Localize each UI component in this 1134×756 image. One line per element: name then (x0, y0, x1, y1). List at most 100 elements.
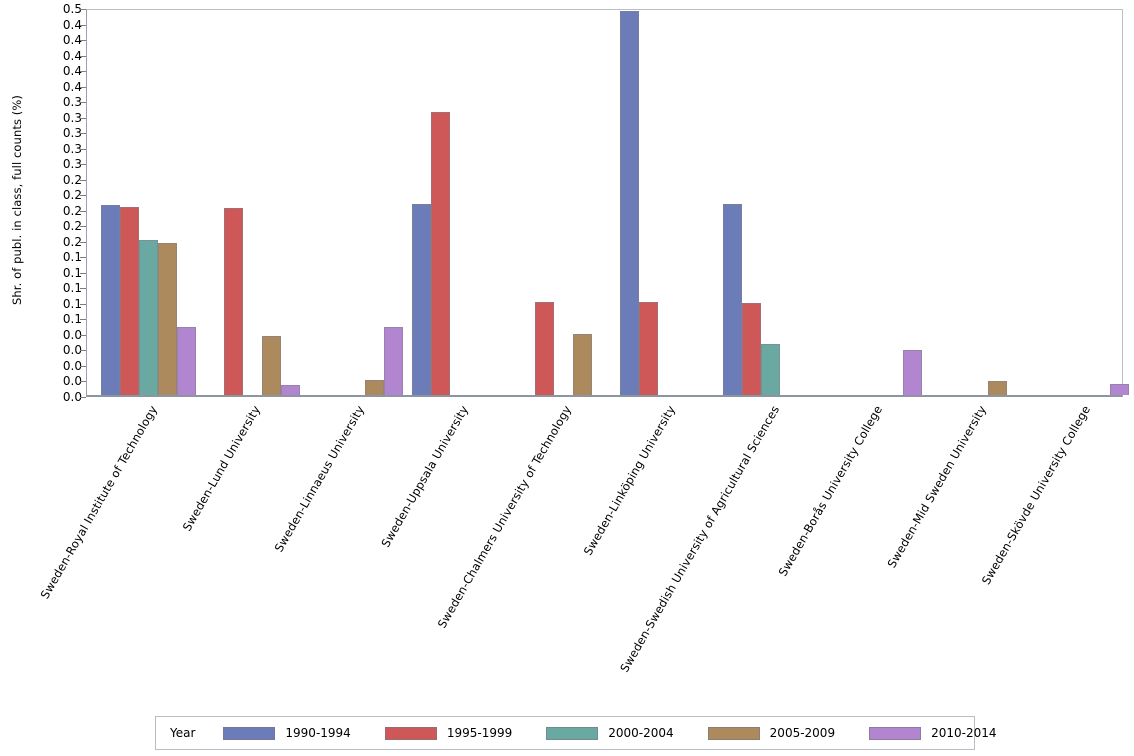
y-axis-tick-mark (80, 381, 86, 383)
y-axis-tick-mark (80, 241, 86, 243)
y-axis-tick-label: 0.3 (62, 110, 82, 125)
y-axis-tick-label: 0.3 (62, 157, 82, 172)
bar (177, 326, 196, 395)
legend-label: 2010-2014 (931, 726, 997, 740)
y-axis-title: Shr. of publ. in class, full counts (%) (2, 0, 32, 400)
y-axis-tick-mark (80, 288, 86, 290)
y-axis-tick-label: 0.2 (62, 234, 82, 249)
x-axis-tick-label: Sweden-Mid Sweden University (884, 403, 990, 571)
y-axis-tick-label: 0.2 (62, 172, 82, 187)
y-axis-tick-mark (80, 102, 86, 104)
y-axis-tick-label: 0.1 (62, 312, 82, 327)
y-axis-tick-label: 0.1 (62, 265, 82, 280)
y-axis-tick-mark (80, 179, 86, 181)
y-axis-tick-mark (80, 133, 86, 135)
y-axis-tick-mark (80, 334, 86, 336)
y-axis-tick-label: 0.1 (62, 296, 82, 311)
y-axis-tick-mark (80, 226, 86, 228)
y-axis-tick-mark (80, 210, 86, 212)
y-axis-tick-label: 0.0 (62, 390, 82, 404)
y-axis-tick-label: 0.4 (62, 33, 82, 48)
bar (158, 242, 177, 395)
bar (280, 384, 300, 395)
bars-layer (87, 10, 1130, 395)
y-axis-tick-label: 0.0 (62, 343, 82, 358)
y-axis-tick-mark (80, 319, 86, 321)
y-axis-tick-label: 0.2 (62, 203, 82, 218)
bar (139, 239, 158, 395)
legend-swatch (384, 726, 437, 740)
y-axis-tick-mark (80, 148, 86, 150)
legend-entry[interactable]: 1995-1999 (384, 726, 513, 740)
legend-entry[interactable]: 2000-2004 (546, 726, 674, 740)
y-axis-tick-mark (80, 397, 86, 398)
y-axis-tick-label: 0.3 (62, 141, 82, 156)
y-axis-tick-labels: 0.5 0.4 0.4 0.4 0.4 0.4 0.3 0.3 0.3 0.3 0.3 0.2 0.2 0… (46, 0, 82, 404)
y-axis-tick-mark (80, 71, 86, 73)
bar (534, 301, 554, 395)
legend-swatch (223, 726, 276, 740)
bar (572, 334, 592, 395)
bar (365, 380, 385, 395)
y-axis-tick-label: 0.0 (62, 327, 82, 342)
bar (384, 326, 404, 395)
legend-label: 1990-1994 (285, 726, 351, 740)
legend-title: Year (170, 726, 196, 740)
x-axis-tick-label: Sweden-Borås University College (776, 403, 886, 579)
y-axis-tick-mark (80, 86, 86, 88)
legend-swatch (869, 726, 922, 740)
y-axis-tick-mark (80, 117, 86, 119)
y-axis-tick-label: 0.4 (62, 64, 82, 79)
x-axis-tick-label: Sweden-Chalmers University of Technology (434, 403, 575, 631)
y-axis-tick-mark (80, 257, 86, 259)
bar (223, 207, 243, 395)
y-axis-tick-mark (80, 24, 86, 26)
legend-swatch (707, 726, 760, 740)
legend-label: 1995-1999 (446, 726, 513, 740)
x-axis-tick-label: Sweden-Skövde University College (978, 403, 1093, 588)
x-axis-tick-label: Sweden-Swedish University of Agricultura… (616, 403, 782, 675)
y-axis-tick-label: 0.1 (62, 250, 82, 265)
y-axis-tick-label: 0.2 (62, 188, 82, 203)
y-axis-tick-mark (80, 272, 86, 274)
y-axis-tick-label: 0.4 (62, 48, 82, 63)
x-axis-tick-label: Sweden-Uppsala University (377, 403, 471, 550)
y-axis-tick-label: 0.1 (62, 281, 82, 296)
y-axis-tick-mark (80, 195, 86, 197)
y-axis-title-text: Shr. of publ. in class, full counts (%) (10, 95, 25, 305)
legend-entry[interactable]: 1990-1994 (223, 726, 351, 740)
y-axis-tick-mark (80, 9, 86, 10)
legend-label: 2005-2009 (769, 726, 836, 740)
legend: Year 1990-1994 1995-1999 2000-2004 2005-200… (155, 716, 997, 750)
bar (120, 207, 139, 395)
bar (638, 301, 658, 395)
y-axis-tick-label: 0.0 (62, 358, 82, 373)
y-axis-tick-mark (80, 40, 86, 42)
bar (431, 111, 451, 395)
bar (742, 302, 762, 395)
bar (1110, 384, 1130, 395)
y-axis-tick-mark (80, 303, 86, 305)
x-axis-tick-label: Sweden-Linnaeus University (271, 403, 368, 555)
y-axis-tick-label: 0.3 (62, 95, 82, 110)
bar (261, 336, 281, 395)
legend-swatch (546, 726, 599, 740)
y-axis-tick-label: 0.5 (62, 2, 82, 16)
legend-entry[interactable]: 2005-2009 (707, 726, 836, 740)
y-axis-tick-mark (80, 55, 86, 57)
bar (761, 343, 781, 395)
legend-entries: 1990-1994 1995-1999 2000-2004 2005-2009 2010… (223, 726, 1030, 740)
y-axis-tick-mark (80, 365, 86, 367)
plot-area (86, 9, 1130, 397)
x-axis-tick-label: Sweden-Linköping University (580, 403, 679, 558)
bar (987, 381, 1007, 395)
bar (723, 204, 743, 395)
y-axis-tick-marks (80, 0, 86, 404)
x-axis-tick-labels: Sweden-Royal Institute of Technology Swed… (37, 399, 1123, 709)
bar (902, 350, 922, 395)
bar (412, 204, 432, 395)
y-axis-tick-label: 0.2 (62, 219, 82, 234)
legend-entry[interactable]: 2010-2014 (869, 726, 997, 740)
bar (101, 204, 120, 395)
y-axis-tick-label: 0.4 (62, 79, 82, 94)
